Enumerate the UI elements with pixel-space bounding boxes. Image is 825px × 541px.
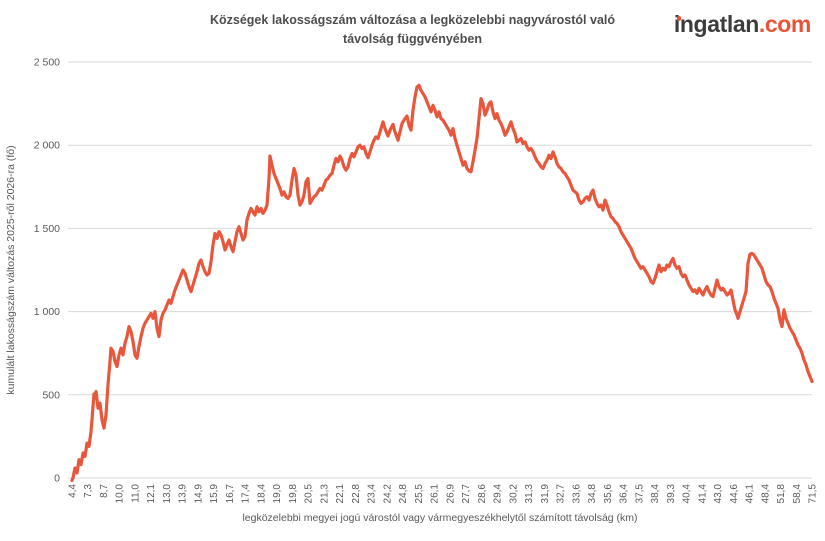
x-tick-label: 30,2 bbox=[508, 484, 519, 504]
chart-title-line1: Községek lakosságszám változása a legköz… bbox=[209, 13, 616, 27]
x-tick-label: 13,0 bbox=[162, 484, 173, 504]
x-tick-label: 39,3 bbox=[666, 484, 677, 504]
x-tick-label: 34,8 bbox=[587, 484, 598, 504]
x-tick-label: 48,4 bbox=[760, 484, 771, 504]
y-tick-label: 2 500 bbox=[34, 57, 60, 69]
x-tick-label: 58,4 bbox=[792, 484, 803, 504]
x-tick-label: 44,6 bbox=[729, 484, 740, 504]
x-tick-label: 29,4 bbox=[493, 484, 504, 504]
logo-text-dark: ingatlan bbox=[674, 13, 759, 36]
x-tick-label: 51,8 bbox=[776, 484, 787, 504]
y-tick-label: 0 bbox=[54, 473, 60, 485]
x-tick-label: 24,2 bbox=[382, 484, 393, 504]
logo-i-dot-icon bbox=[676, 16, 682, 21]
x-tick-label: 19,0 bbox=[272, 484, 283, 504]
x-tick-label: 22,8 bbox=[351, 484, 362, 504]
x-tick-label: 13,9 bbox=[178, 484, 189, 504]
data-line-series bbox=[70, 83, 814, 483]
x-tick-label: 21,3 bbox=[319, 484, 330, 504]
y-tick-label: 500 bbox=[42, 389, 60, 401]
x-tick-label: 11,0 bbox=[130, 484, 141, 503]
x-tick-label: 7,3 bbox=[83, 484, 94, 498]
x-tick-label: 14,9 bbox=[193, 484, 204, 504]
x-tick-label: 27,7 bbox=[461, 484, 472, 504]
x-tick-label: 38,4 bbox=[650, 484, 661, 504]
x-tick-label: 22,1 bbox=[335, 484, 346, 504]
chart-title-line2: távolság függvényében bbox=[343, 32, 482, 47]
x-tick-label: 10,0 bbox=[115, 484, 126, 504]
x-tick-label: 43,0 bbox=[713, 484, 724, 504]
x-tick-label: 15,9 bbox=[209, 484, 220, 504]
y-tick-label: 2 000 bbox=[34, 140, 60, 152]
y-tick-label: 1 000 bbox=[34, 306, 60, 318]
x-tick-label: 40,4 bbox=[682, 484, 693, 504]
x-tick-label: 41,4 bbox=[697, 484, 708, 504]
ingatlan-logo: ingatlan .com bbox=[674, 13, 811, 36]
x-tick-label: 37,5 bbox=[634, 484, 645, 504]
x-tick-label: 4,4 bbox=[68, 484, 79, 498]
x-tick-label: 33,6 bbox=[571, 484, 582, 504]
x-tick-label: 16,7 bbox=[225, 484, 236, 504]
x-tick-label: 46,1 bbox=[745, 484, 756, 504]
x-tick-label: 24,8 bbox=[398, 484, 409, 504]
x-tick-label: 26,9 bbox=[445, 484, 456, 504]
y-axis-title: kumulált lakosságszám változás 2025-ről … bbox=[5, 145, 17, 394]
logo-text-accent: .com bbox=[758, 11, 811, 37]
y-tick-label: 1 500 bbox=[34, 223, 60, 235]
x-tick-label: 17,4 bbox=[241, 484, 252, 504]
chart-title: Községek lakosságszám változása a legköz… bbox=[0, 11, 825, 50]
x-tick-label: 8,7 bbox=[99, 484, 110, 498]
x-tick-label: 26,1 bbox=[430, 484, 441, 504]
logo-wordmark: ingatlan bbox=[673, 11, 759, 37]
x-tick-label: 18,4 bbox=[256, 484, 267, 504]
x-tick-label: 32,7 bbox=[556, 484, 567, 504]
x-tick-label: 71,5 bbox=[808, 484, 819, 504]
x-axis-title: legközelebbi megyei jogú várostól vagy v… bbox=[242, 512, 637, 524]
x-tick-label: 20,5 bbox=[304, 484, 315, 504]
x-tick-label: 36,4 bbox=[619, 484, 630, 504]
x-tick-label: 25,5 bbox=[414, 484, 425, 504]
x-tick-label: 35,6 bbox=[603, 484, 614, 504]
x-tick-label: 31,3 bbox=[524, 484, 535, 504]
x-tick-label: 12,1 bbox=[146, 484, 157, 504]
x-tick-label: 31,9 bbox=[540, 484, 551, 504]
x-tick-label: 28,6 bbox=[477, 484, 488, 504]
x-tick-label: 19,8 bbox=[288, 484, 299, 504]
x-tick-label: 23,4 bbox=[367, 484, 378, 504]
